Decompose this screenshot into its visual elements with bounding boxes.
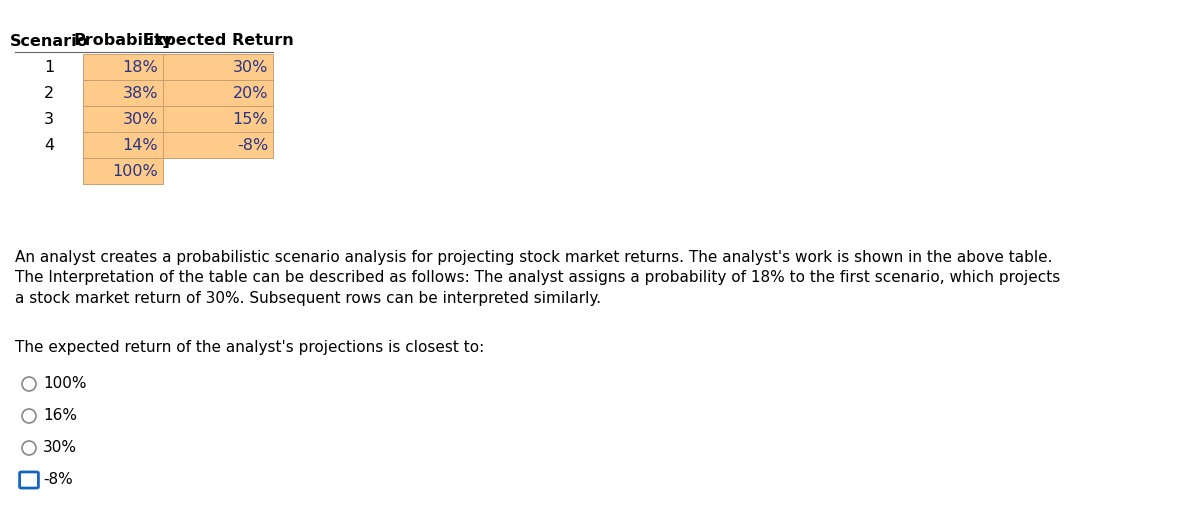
FancyBboxPatch shape — [19, 472, 38, 488]
FancyBboxPatch shape — [83, 158, 163, 184]
Text: An analyst creates a probabilistic scenario analysis for projecting stock market: An analyst creates a probabilistic scena… — [14, 250, 1061, 306]
FancyBboxPatch shape — [83, 54, 163, 80]
Text: The expected return of the analyst's projections is closest to:: The expected return of the analyst's pro… — [14, 340, 485, 355]
Text: 30%: 30% — [233, 60, 268, 75]
Text: Expected Return: Expected Return — [143, 33, 293, 49]
Text: 100%: 100% — [113, 163, 158, 179]
Text: 16%: 16% — [43, 409, 77, 423]
Text: 4: 4 — [44, 137, 54, 152]
FancyBboxPatch shape — [83, 80, 163, 106]
Text: 15%: 15% — [233, 112, 268, 126]
Text: 18%: 18% — [122, 60, 158, 75]
Text: Scenario: Scenario — [10, 33, 89, 49]
FancyBboxPatch shape — [163, 132, 274, 158]
FancyBboxPatch shape — [83, 132, 163, 158]
Text: 100%: 100% — [43, 376, 86, 392]
Text: Probability: Probability — [73, 33, 173, 49]
FancyBboxPatch shape — [83, 106, 163, 132]
FancyBboxPatch shape — [163, 106, 274, 132]
Text: 30%: 30% — [43, 441, 77, 456]
Text: 1: 1 — [44, 60, 54, 75]
Text: 3: 3 — [44, 112, 54, 126]
FancyBboxPatch shape — [163, 54, 274, 80]
FancyBboxPatch shape — [163, 80, 274, 106]
Text: 20%: 20% — [233, 86, 268, 101]
Text: -8%: -8% — [236, 137, 268, 152]
Text: 14%: 14% — [122, 137, 158, 152]
Text: 30%: 30% — [122, 112, 158, 126]
Text: 2: 2 — [44, 86, 54, 101]
Text: -8%: -8% — [43, 472, 73, 488]
Text: 38%: 38% — [122, 86, 158, 101]
